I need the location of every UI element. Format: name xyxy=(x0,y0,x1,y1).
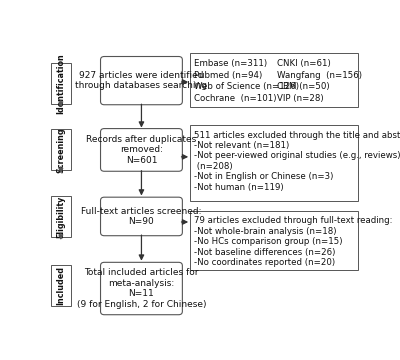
Text: Records after duplicates
removed:
N=601: Records after duplicates removed: N=601 xyxy=(86,135,196,165)
Text: CNKI (n=61): CNKI (n=61) xyxy=(277,59,331,68)
FancyBboxPatch shape xyxy=(190,125,358,201)
FancyBboxPatch shape xyxy=(100,197,182,236)
FancyBboxPatch shape xyxy=(51,129,71,170)
Text: Total included articles for
meta-analysis:
N=11
(9 for English, 2 for Chinese): Total included articles for meta-analysi… xyxy=(77,269,206,309)
FancyBboxPatch shape xyxy=(51,63,71,104)
Text: 927 articles were identified
through databases searching: 927 articles were identified through dat… xyxy=(76,71,208,90)
Text: Screening: Screening xyxy=(56,127,65,173)
Text: Web of Science (n=126): Web of Science (n=126) xyxy=(194,82,299,91)
Text: Identification: Identification xyxy=(56,53,65,114)
Text: Wangfang  (n=156): Wangfang (n=156) xyxy=(277,71,362,80)
FancyBboxPatch shape xyxy=(100,129,182,171)
Text: VIP (n=28): VIP (n=28) xyxy=(277,94,324,103)
Text: CBM (n=50): CBM (n=50) xyxy=(277,82,330,91)
Text: Full-text articles screened:
N=90: Full-text articles screened: N=90 xyxy=(81,207,202,226)
Text: Included: Included xyxy=(56,266,65,305)
Text: Pubmed (n=94): Pubmed (n=94) xyxy=(194,71,262,80)
FancyBboxPatch shape xyxy=(100,57,182,105)
Text: 79 articles excluded through full-text reading:
-Not whole-brain analysis (n=18): 79 articles excluded through full-text r… xyxy=(194,216,393,267)
FancyBboxPatch shape xyxy=(51,196,71,237)
FancyBboxPatch shape xyxy=(51,265,71,306)
Text: Eligibility: Eligibility xyxy=(56,195,65,238)
Text: 511 articles excluded through the title and abstract:
-Not relevant (n=181)
-Not: 511 articles excluded through the title … xyxy=(194,131,400,192)
FancyBboxPatch shape xyxy=(100,262,182,315)
FancyBboxPatch shape xyxy=(190,211,358,270)
FancyBboxPatch shape xyxy=(190,53,358,107)
Text: Embase (n=311): Embase (n=311) xyxy=(194,59,267,68)
Text: Cochrane  (n=101): Cochrane (n=101) xyxy=(194,94,277,103)
